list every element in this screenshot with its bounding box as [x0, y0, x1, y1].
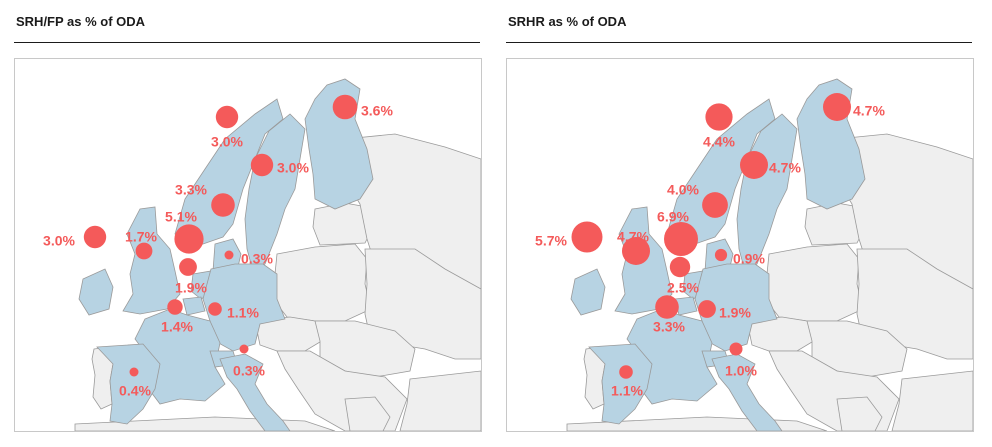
bubble-switzerland — [208, 302, 222, 316]
label-germany: 0.3% — [241, 251, 273, 267]
donor-country-italy — [711, 353, 783, 431]
title-divider — [506, 42, 972, 43]
label-belgium: 1.9% — [175, 280, 207, 296]
country-greece — [836, 396, 883, 431]
donor-country-norway — [174, 98, 284, 245]
panel-title: SRH/FP as % of ODA — [16, 14, 146, 29]
label-finland: 3.6% — [361, 103, 393, 119]
panel-srh-fp: SRH/FP as % of ODA 3.0% 3.0% 3.6% 3.3% 5.1% 3… — [10, 0, 482, 447]
bubble-netherlands — [664, 222, 698, 256]
bubble-belgium — [179, 258, 197, 276]
donor-country-sweden — [244, 113, 306, 272]
country-baltics — [804, 202, 866, 246]
bubble-sweden — [250, 153, 274, 177]
bubble-norway — [215, 105, 239, 129]
country-poland — [764, 243, 864, 322]
label-denmark: 3.3% — [175, 182, 207, 198]
label-france: 1.4% — [161, 319, 193, 335]
label-ireland: 3.0% — [43, 233, 75, 249]
bubble-sweden — [740, 151, 768, 179]
donor-country-ireland — [78, 268, 114, 316]
bubble-denmark — [702, 192, 728, 218]
donor-country-belgium — [182, 296, 206, 316]
bubble-switzerland — [698, 300, 716, 318]
bubble-finland — [332, 94, 358, 120]
bubble-finland — [823, 93, 851, 121]
donor-country-spain — [588, 343, 653, 425]
label-norway: 4.4% — [703, 134, 735, 150]
title-divider — [14, 42, 480, 43]
bubble-ireland — [83, 225, 107, 249]
bubble-uk — [622, 237, 650, 265]
bubble-france — [655, 295, 679, 319]
bubble-netherlands — [174, 224, 204, 254]
bubble-uk — [135, 242, 153, 260]
label-spain: 1.1% — [611, 383, 643, 399]
country-turkey — [399, 370, 481, 431]
label-spain: 0.4% — [119, 383, 151, 399]
europe-map: 3.0% 3.0% 3.6% 3.3% 5.1% 3.0% 1.7% 0.3% 1.9% 1.4%… — [15, 59, 481, 431]
country-hungary-ro — [314, 320, 416, 378]
label-italy: 1.0% — [725, 363, 757, 379]
label-netherlands: 5.1% — [165, 209, 197, 225]
country-poland — [272, 243, 372, 322]
label-france: 3.3% — [653, 319, 685, 335]
bubble-denmark — [211, 193, 235, 217]
label-finland: 4.7% — [853, 103, 885, 119]
label-norway: 3.0% — [211, 134, 243, 150]
country-greece — [344, 396, 391, 431]
label-uk: 1.7% — [125, 229, 157, 245]
bubble-ireland — [571, 221, 603, 253]
country-czech-aut — [746, 316, 818, 352]
label-switzerland: 1.1% — [227, 305, 259, 321]
label-ireland: 5.7% — [535, 233, 567, 249]
label-denmark: 4.0% — [667, 182, 699, 198]
label-belgium: 2.5% — [667, 280, 699, 296]
bubble-spain — [619, 365, 633, 379]
donor-country-ireland — [570, 268, 606, 316]
bubble-belgium — [669, 256, 691, 278]
label-sweden: 4.7% — [769, 160, 801, 176]
donor-country-norway — [666, 98, 776, 245]
panel-title: SRHR as % of ODA — [508, 14, 627, 29]
country-czech-aut — [254, 316, 326, 352]
label-italy: 0.3% — [233, 363, 265, 379]
country-turkey — [891, 370, 973, 431]
panel-srhr: SRHR as % of ODA 4.4% 4.7% 4.7% 4.0% 6.9% 5.7… — [502, 0, 974, 447]
label-switzerland: 1.9% — [719, 305, 751, 321]
donor-country-italy — [219, 353, 291, 431]
donor-country-spain — [96, 343, 161, 425]
bubble-italy — [729, 342, 743, 356]
map-srh-fp: 3.0% 3.0% 3.6% 3.3% 5.1% 3.0% 1.7% 0.3% 1.9% 1.4%… — [14, 58, 482, 432]
bubble-germany — [714, 248, 728, 262]
label-netherlands: 6.9% — [657, 209, 689, 225]
country-baltics — [312, 202, 374, 246]
bubble-norway — [705, 103, 733, 131]
label-germany: 0.9% — [733, 251, 765, 267]
map-srhr: 4.4% 4.7% 4.7% 4.0% 6.9% 5.7% 4.7% 0.9% 2.5% 3.3%… — [506, 58, 974, 432]
bubble-germany — [224, 250, 234, 260]
bubble-france — [167, 299, 183, 315]
bubble-italy — [239, 344, 249, 354]
bubble-spain — [129, 367, 139, 377]
label-uk: 4.7% — [617, 229, 649, 245]
europe-map: 4.4% 4.7% 4.7% 4.0% 6.9% 5.7% 4.7% 0.9% 2.5% 3.3%… — [507, 59, 973, 431]
country-hungary-ro — [806, 320, 908, 378]
label-sweden: 3.0% — [277, 160, 309, 176]
